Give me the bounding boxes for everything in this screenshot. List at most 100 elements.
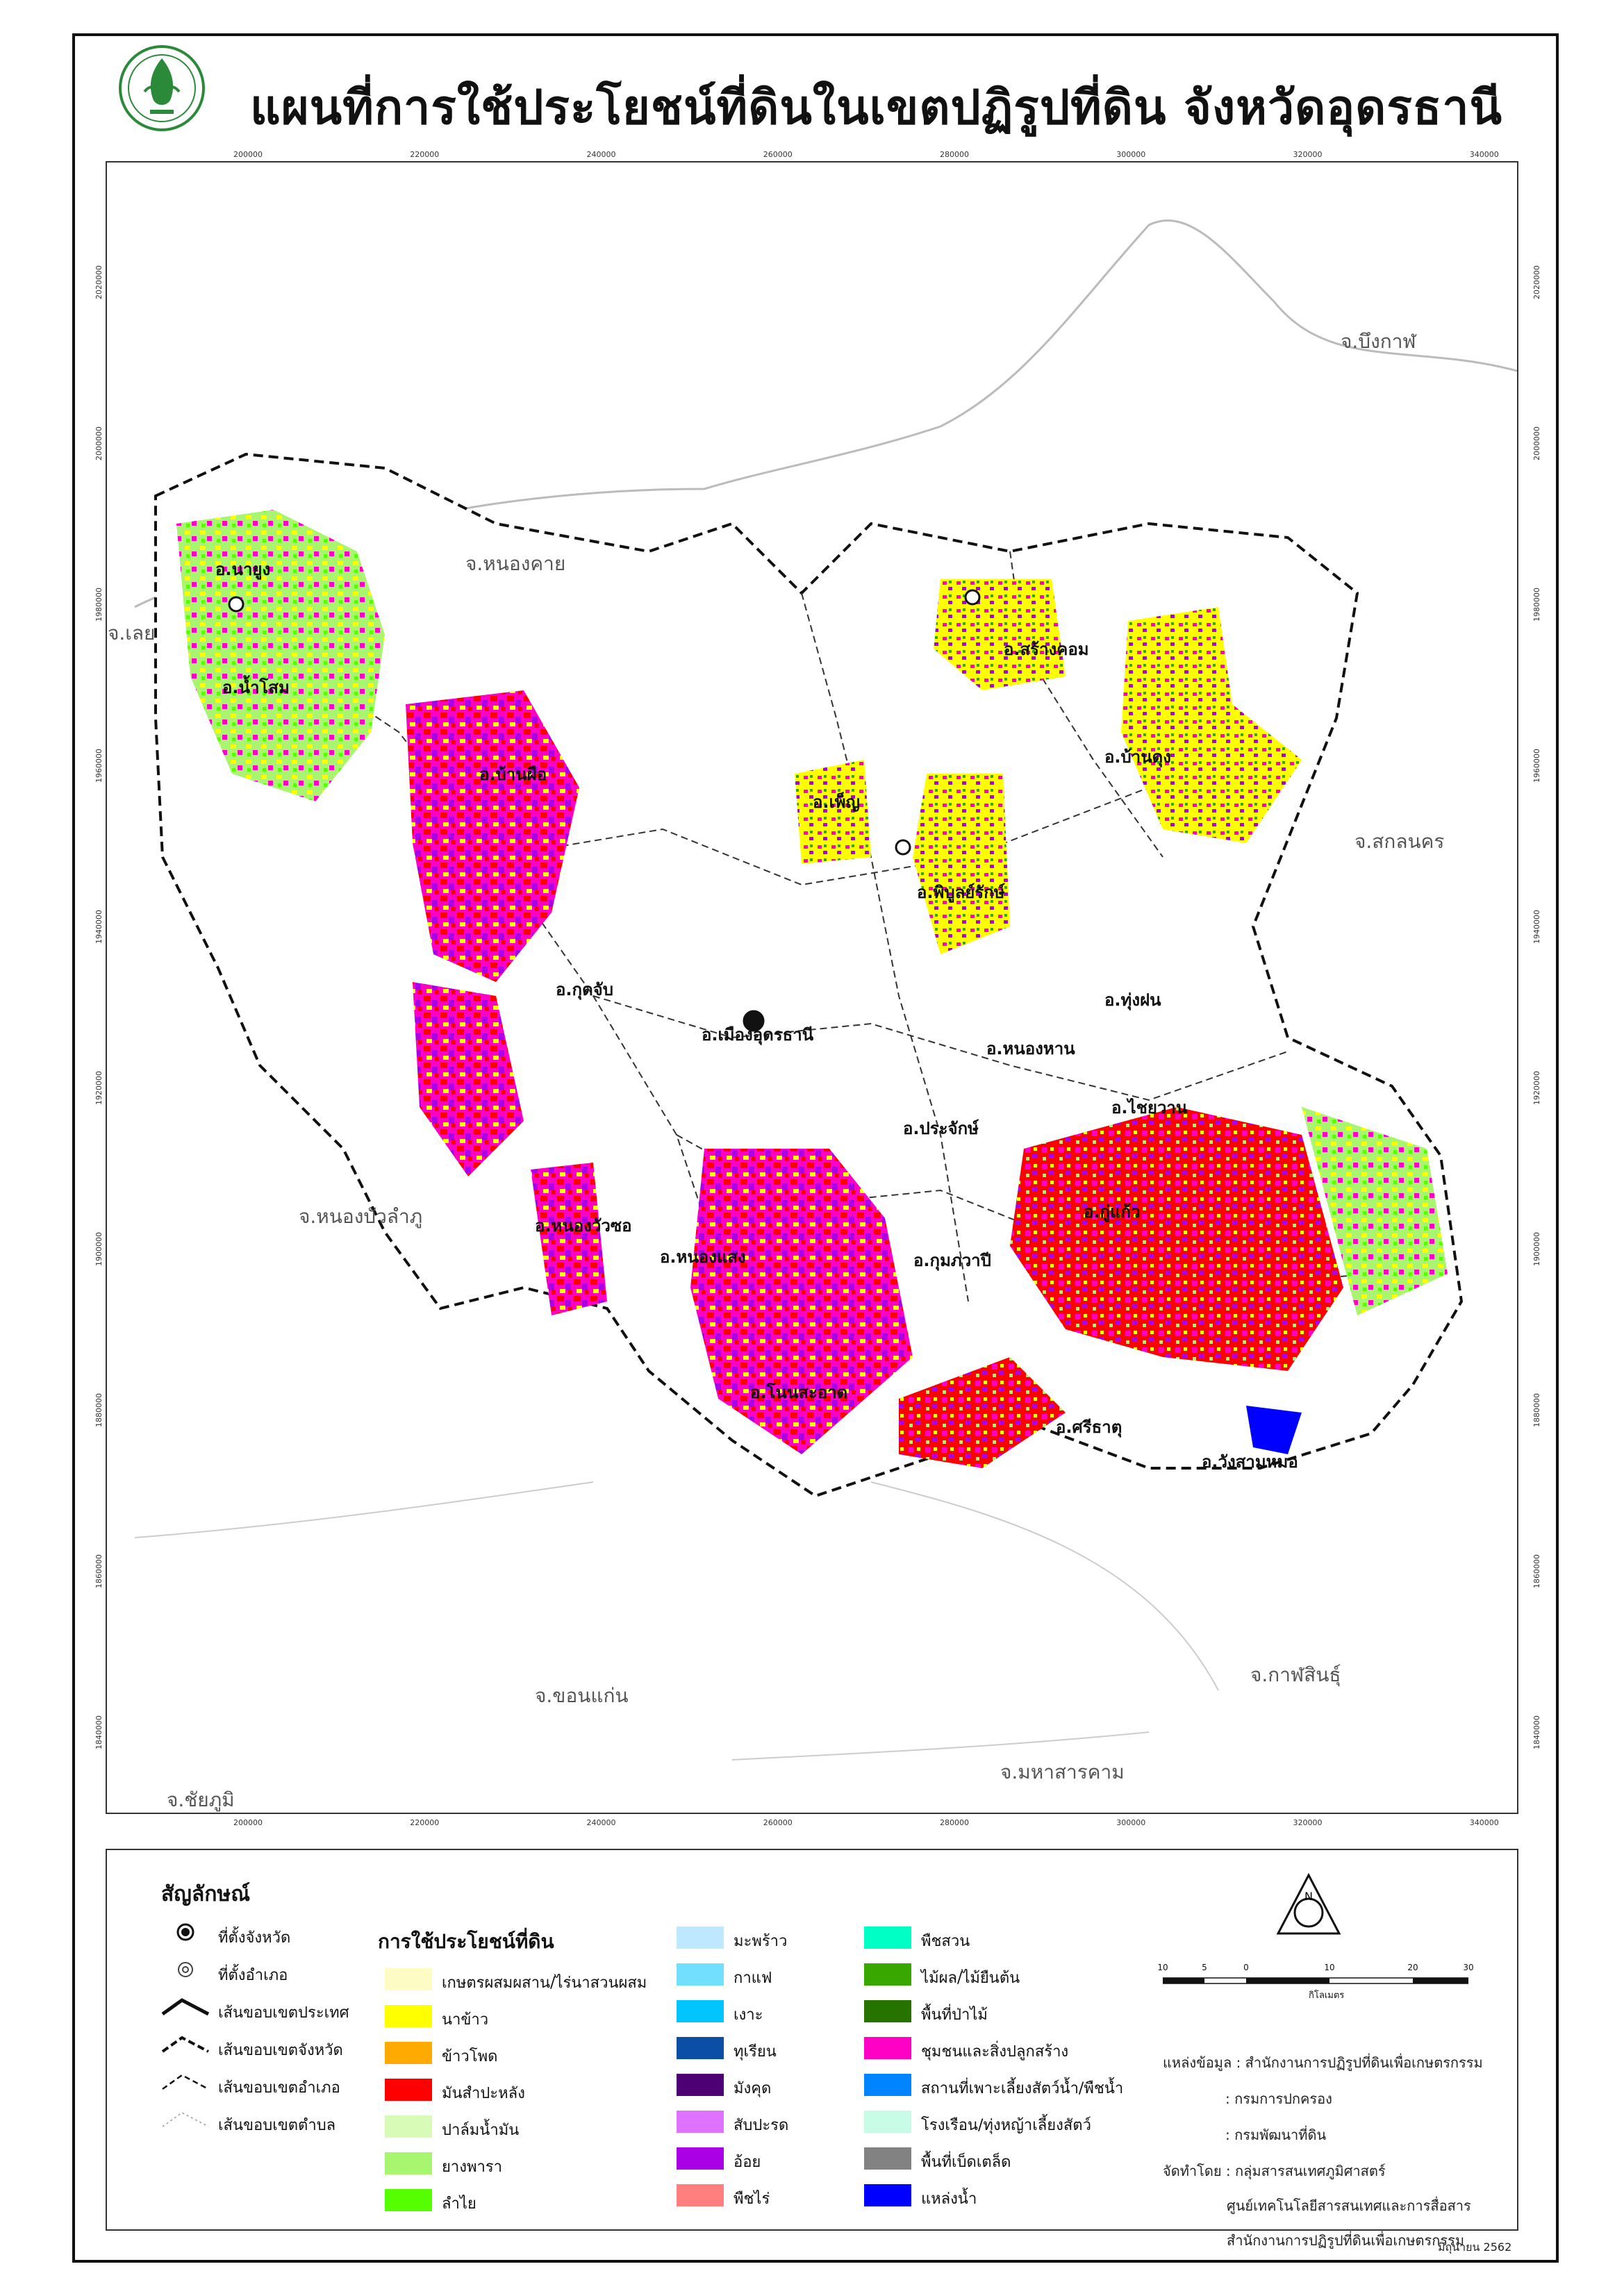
district-label: อ.บ้านดุง (1104, 747, 1171, 767)
svg-text:N: N (1304, 1890, 1313, 1903)
legend-swatch (385, 2152, 432, 2174)
legend-landuse-label: ทุเรียน (734, 2043, 777, 2061)
province-boundary-line (161, 2035, 210, 2054)
scale-tick: 20 (1407, 1963, 1418, 1972)
subdistrict-boundary-line (161, 2110, 210, 2129)
legend-landuse-label: ชุมชนและสิ่งปลูกสร้าง (921, 2043, 1069, 2061)
province-label: จ.ขอนแก่น (535, 1684, 629, 1707)
scale-tick: 30 (1463, 1963, 1474, 1972)
legend-swatch (864, 2037, 911, 2059)
source-line: ศูนย์เทคโนโลยีสารสนเทศและการสื่อสาร (1227, 2197, 1471, 2214)
landuse-legend-title: การใช้ประโยชน์ที่ดิน (378, 1930, 554, 1953)
y-grid-tick: 1880000 (1532, 1393, 1541, 1427)
legend-landuse-label: พืชไร่ (734, 2190, 770, 2208)
source-line: จัดทำโดย : กลุ่มสารสนเทศภูมิศาสตร์ (1163, 2163, 1386, 2179)
province-label: จ.มหาสารคาม (1000, 1761, 1125, 1783)
patch-phibun (913, 774, 1010, 954)
legend-landuse-label: มันสำปะหลัง (442, 2085, 525, 2102)
scale-tick: 0 (1243, 1963, 1249, 1972)
legend-swatch (385, 1968, 432, 1990)
district-label: อ.เมืองอุดรธานี (702, 1025, 814, 1045)
legend-swatch (864, 2184, 911, 2206)
district-seat-icon (161, 1960, 210, 1979)
source-line: แหล่งข้อมูล : สำนักงานการปฏิรูปที่ดินเพื… (1163, 2054, 1483, 2071)
district-label: อ.หนองหาน (986, 1039, 1075, 1058)
legend-swatch (677, 2147, 724, 2170)
alro-seal-icon (119, 45, 205, 131)
district-label: อ.ทุ่งฝน (1104, 990, 1161, 1010)
district-label: อ.นายูง (215, 560, 271, 579)
legend-swatch (677, 1927, 724, 1949)
legend-swatch (864, 1963, 911, 1986)
legend-landuse-label: กาแฟ (734, 1970, 772, 1987)
legend-swatch (864, 2147, 911, 2170)
patch-nayung (176, 510, 385, 801)
district-label: อ.กุดจับ (556, 980, 613, 999)
legend-landuse-label: ลำไย (442, 2195, 477, 2213)
patch-east1 (1010, 1107, 1343, 1371)
patch-wangsammo (1246, 1406, 1302, 1454)
province-label: จ.บึงกาฬ (1341, 330, 1416, 353)
legend-landuse-label: ปาล์มน้ำมัน (442, 2122, 520, 2139)
scale-tick: 5 (1202, 1963, 1207, 1972)
patch-kudchap (413, 982, 524, 1176)
x-grid-tick: 340000 (1469, 1818, 1499, 1827)
scale-bar: 10 5 0 10 20 30 กิโลเมตร (1157, 1963, 1473, 2004)
district-label: อ.สร้างคอม (1004, 640, 1089, 659)
legend-landuse-label: พื้นที่เบ็ดเตล็ด (921, 2154, 1011, 2171)
legend-swatch (385, 2189, 432, 2211)
legend-swatch (677, 2000, 724, 2022)
legend-landuse-label: เงาะ (734, 2006, 763, 2024)
district-label: อ.หนองแสง (660, 1247, 746, 1267)
y-grid-tick: 1840000 (1532, 1715, 1541, 1749)
legend-swatch (864, 2111, 911, 2133)
legend-landuse-label: เกษตรผสมผสาน/ไร่นาสวนผสม (442, 1974, 647, 1992)
patch-south2 (899, 1357, 1066, 1468)
y-grid-tick: 2020000 (94, 265, 103, 299)
legend-swatch (677, 2074, 724, 2096)
patch-north2 (1121, 607, 1302, 843)
patch-north1 (934, 579, 1066, 690)
province-label: จ.หนองคาย (465, 552, 566, 575)
legend-landuse-label: พื้นที่ป่าไม้ (921, 2006, 988, 2024)
legend-swatch (677, 2111, 724, 2133)
legend-landuse-label: มังคุด (734, 2080, 772, 2097)
legend-swatch (864, 2000, 911, 2022)
legend-symbol-label: เส้นขอบเขตจังหวัด (218, 2042, 343, 2059)
legend-landuse-label: พืชสวน (921, 1933, 970, 1950)
x-grid-tick: 320000 (1293, 1818, 1323, 1827)
district-label: อ.วังสามหมอ (1202, 1452, 1298, 1472)
district-label: อ.ไชยวาน (1111, 1098, 1188, 1117)
map-date: มิถุนายน 2562 (1438, 2240, 1512, 2254)
x-grid-tick: 260000 (763, 150, 793, 159)
x-grid-tick: 280000 (940, 1818, 969, 1827)
legend-landuse-label: โรงเรือน/ทุ่งหญ้าเลี้ยงสัตว์ (921, 2117, 1091, 2134)
y-grid-tick: 1940000 (1532, 910, 1541, 944)
province-label: จ.กาฬสินธุ์ (1250, 1663, 1341, 1686)
patch-banphue (406, 690, 579, 982)
y-grid-tick: 1860000 (94, 1554, 103, 1588)
legend-landuse-label: ข้าวโพด (442, 2048, 498, 2065)
legend-landuse-label: อ้อย (734, 2154, 761, 2171)
legend-swatch (864, 1927, 911, 1949)
y-grid-tick: 1920000 (1532, 1071, 1541, 1105)
x-grid-tick: 200000 (233, 150, 263, 159)
legend-swatch (385, 2079, 432, 2101)
legend-swatch (385, 2115, 432, 2138)
y-grid-tick: 2020000 (1532, 265, 1541, 299)
district-label: อ.กุมภวาปี (913, 1251, 991, 1270)
y-grid-tick: 1860000 (1532, 1554, 1541, 1588)
legend-swatch (864, 2074, 911, 2096)
x-grid-tick: 280000 (940, 150, 969, 159)
landuse-map (134, 219, 1517, 1761)
map-canvas[interactable] (106, 161, 1518, 1814)
source-line: สำนักงานการปฏิรูปที่ดินเพื่อเกษตรกรรม (1227, 2232, 1465, 2249)
patch-east2 (1302, 1107, 1448, 1315)
patch-south1 (690, 1149, 913, 1454)
legend-swatch (677, 2037, 724, 2059)
north-arrow-icon: N (1276, 1872, 1341, 1935)
district-label: อ.เพ็ญ (813, 792, 861, 812)
legend-swatch (385, 2042, 432, 2064)
legend-panel: สัญลักษณ์ ที่ตั้งจังหวัด ที่ตั้งอำเภอ เส้น… (106, 1849, 1518, 2249)
y-grid-tick: 2000000 (94, 426, 103, 460)
